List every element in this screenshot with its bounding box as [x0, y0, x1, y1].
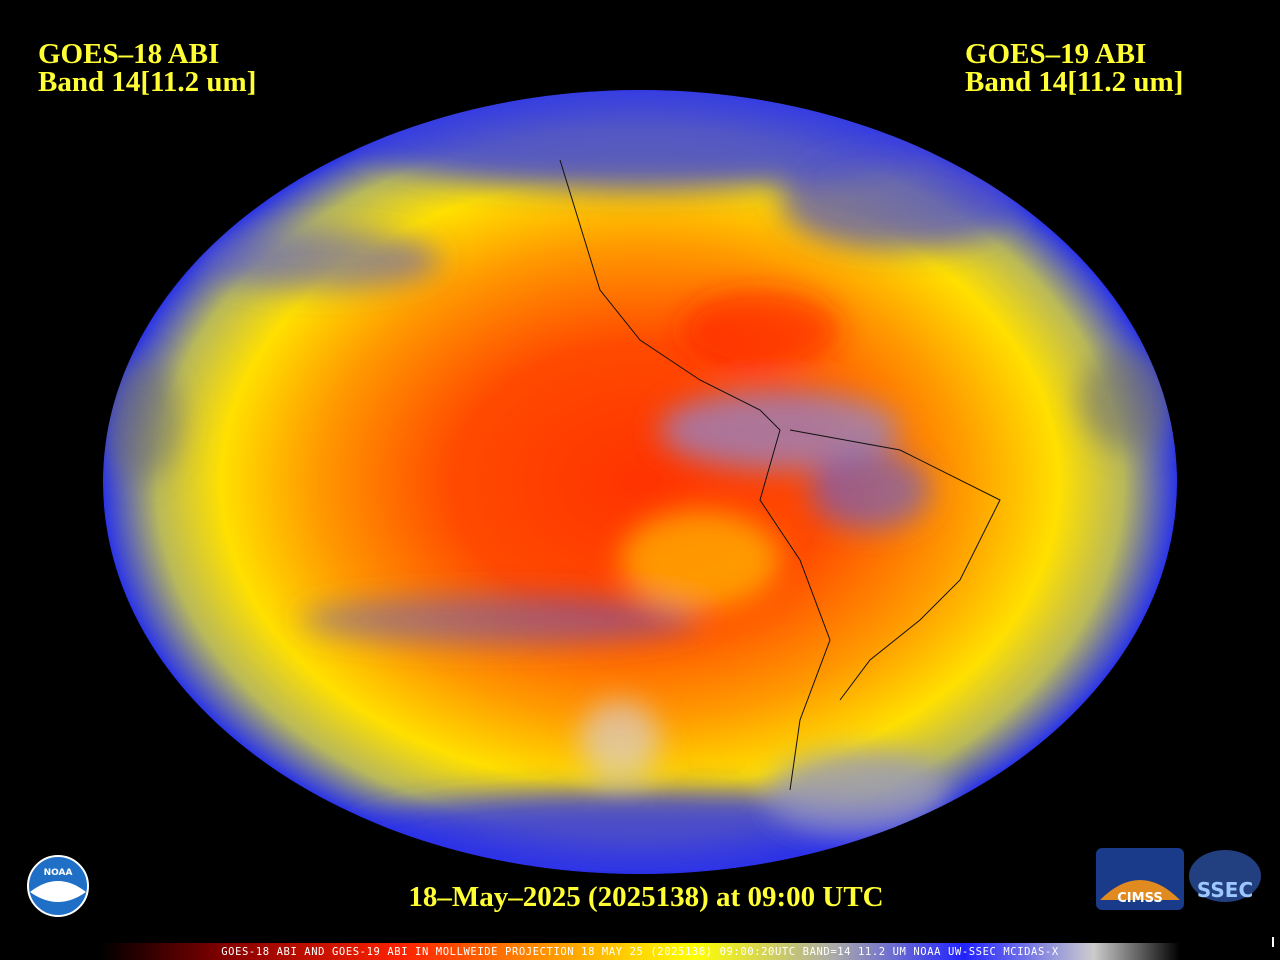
edge-marker	[1272, 937, 1274, 947]
right-title: GOES–19 ABI	[965, 38, 1146, 70]
left-title: GOES–18 ABI	[38, 38, 219, 70]
coastline	[559, 159, 1001, 791]
ssec-label: SSEC	[1197, 878, 1253, 902]
ssec-logo: SSEC	[1189, 850, 1261, 902]
noaa-label: NOAA	[44, 868, 73, 878]
cimss-logo: CIMSS	[1096, 848, 1184, 910]
left-band: Band 14[11.2 um]	[38, 66, 256, 98]
timestamp: 18–May–2025 (2025138) at 09:00 UTC	[408, 881, 883, 913]
right-band: Band 14[11.2 um]	[965, 66, 1183, 98]
noaa-logo: NOAA	[27, 855, 89, 917]
color-bar	[100, 943, 1180, 960]
cimss-label: CIMSS	[1117, 891, 1162, 906]
footer-caption: GOES-18 ABI AND GOES-19 ABI IN MOLLWEIDE…	[221, 946, 1059, 958]
